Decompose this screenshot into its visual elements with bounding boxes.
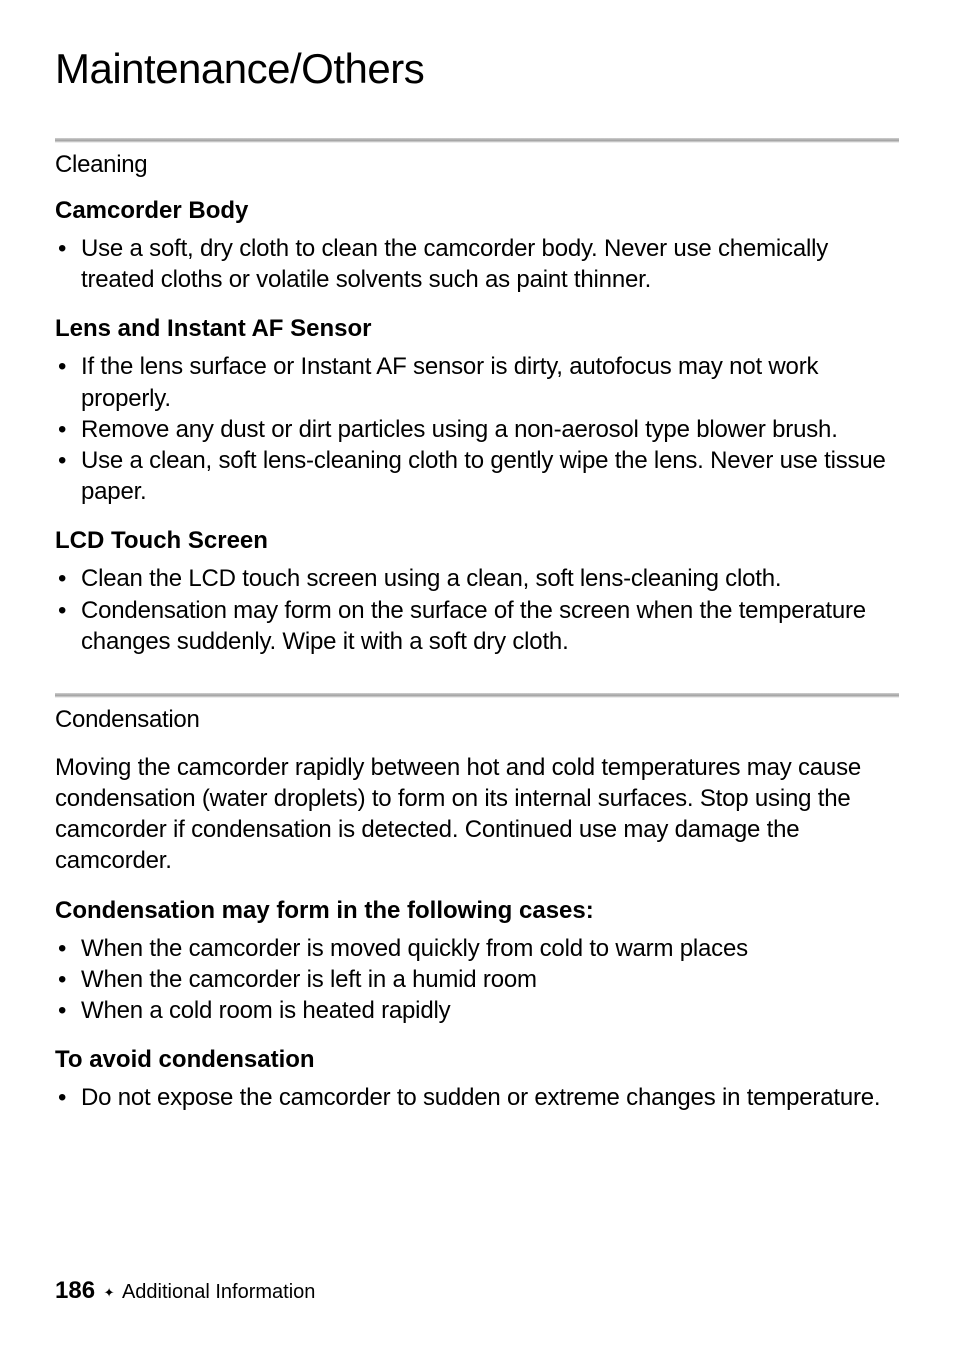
list-item: Use a clean, soft lens-cleaning cloth to… — [55, 445, 899, 507]
diamond-icon: ✦ — [104, 1285, 115, 1300]
bullet-list: Use a soft, dry cloth to clean the camco… — [55, 233, 899, 295]
subsection-avoid: To avoid condensation Do not expose the … — [55, 1046, 899, 1113]
bullet-list: Clean the LCD touch screen using a clean… — [55, 563, 899, 657]
page-footer: 186 ✦ Additional Information — [55, 1277, 315, 1305]
list-item: When a cold room is heated rapidly — [55, 995, 899, 1026]
list-item: Clean the LCD touch screen using a clean… — [55, 563, 899, 594]
section-title-condensation: Condensation — [55, 706, 899, 734]
subsection-lens-af: Lens and Instant AF Sensor If the lens s… — [55, 315, 899, 507]
section-title-cleaning: Cleaning — [55, 151, 899, 179]
subsection-title: Condensation may form in the following c… — [55, 897, 899, 925]
footer-label: Additional Information — [122, 1281, 315, 1303]
subsection-lcd: LCD Touch Screen Clean the LCD touch scr… — [55, 527, 899, 657]
list-item: Do not expose the camcorder to sudden or… — [55, 1082, 899, 1113]
subsection-may-form: Condensation may form in the following c… — [55, 897, 899, 1027]
list-item: Remove any dust or dirt particles using … — [55, 414, 899, 445]
section-divider — [55, 693, 899, 698]
subsection-title: Lens and Instant AF Sensor — [55, 315, 899, 343]
bullet-list: Do not expose the camcorder to sudden or… — [55, 1082, 899, 1113]
subsection-camcorder-body: Camcorder Body Use a soft, dry cloth to … — [55, 197, 899, 295]
list-item: If the lens surface or Instant AF sensor… — [55, 351, 899, 413]
subsection-title: To avoid condensation — [55, 1046, 899, 1074]
list-item: When the camcorder is left in a humid ro… — [55, 964, 899, 995]
subsection-title: Camcorder Body — [55, 197, 899, 225]
list-item: When the camcorder is moved quickly from… — [55, 933, 899, 964]
subsection-title: LCD Touch Screen — [55, 527, 899, 555]
page-number: 186 — [55, 1277, 95, 1304]
bullet-list: If the lens surface or Instant AF sensor… — [55, 351, 899, 507]
section-divider — [55, 138, 899, 143]
intro-paragraph: Moving the camcorder rapidly between hot… — [55, 752, 899, 877]
chapter-title: Maintenance/Others — [55, 45, 899, 93]
list-item: Condensation may form on the surface of … — [55, 595, 899, 657]
list-item: Use a soft, dry cloth to clean the camco… — [55, 233, 899, 295]
bullet-list: When the camcorder is moved quickly from… — [55, 933, 899, 1027]
